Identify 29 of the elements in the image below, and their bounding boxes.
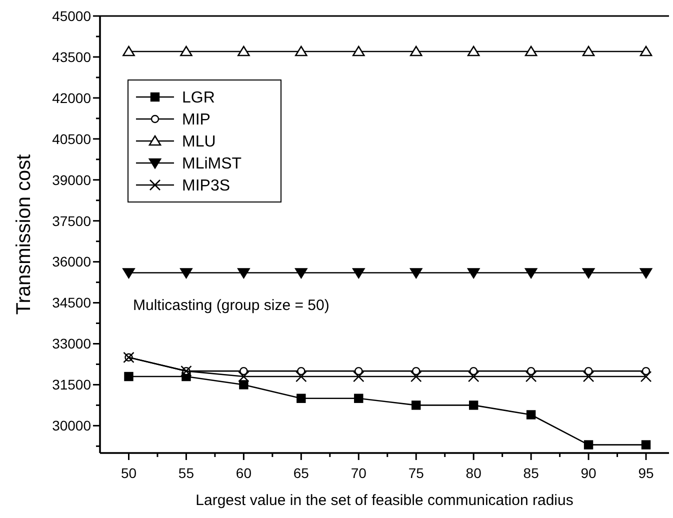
x-tick-label: 65 [293,465,310,481]
legend-label: LGR [182,90,215,107]
x-tick-label: 60 [236,465,252,481]
y-axis-title: Transmission cost [13,154,35,315]
legend-label: MIP [182,112,210,129]
x-tick-label: 85 [523,465,540,481]
y-tick-label: 34500 [52,294,92,311]
y-tick-label: 37500 [52,212,92,229]
y-tick-label: 45000 [52,8,92,24]
x-tick-label: 70 [350,465,367,481]
legend-label: MLU [182,134,216,151]
y-tick-label: 42000 [52,90,92,106]
y-tick-label: 40500 [52,130,92,147]
x-tick-label: 75 [408,465,424,481]
y-tick-label: 43500 [52,48,92,65]
annotation: Multicasting (group size = 50) [133,297,330,314]
legend-label: MIP3S [182,178,230,195]
x-axis-title: Largest value in the set of feasible communication radius [196,492,574,509]
legend-label: MLiMST [182,156,242,173]
y-tick-label: 36000 [52,254,92,270]
x-tick-label: 50 [120,465,137,481]
x-tick-label: 55 [178,465,194,481]
x-tick-label: 90 [580,465,597,481]
x-tick-label: 80 [466,465,482,481]
y-tick-label: 33000 [52,336,92,352]
y-tick-label: 30000 [52,418,92,434]
y-tick-label: 39000 [52,172,92,188]
y-tick-label: 31500 [52,376,92,393]
x-tick-label: 95 [638,465,654,481]
